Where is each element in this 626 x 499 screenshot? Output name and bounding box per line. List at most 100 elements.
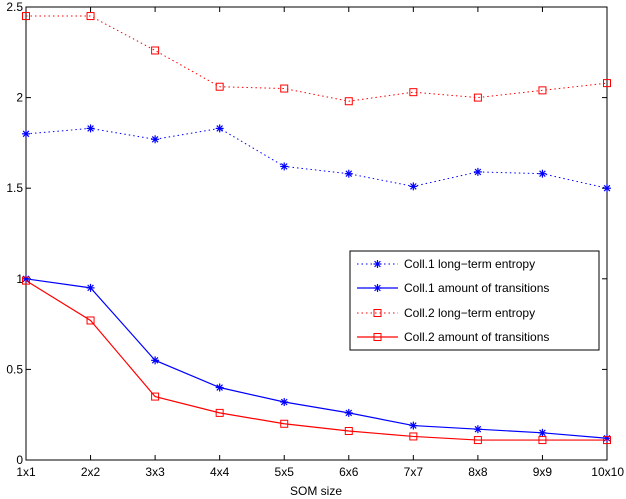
marker-stroke	[374, 284, 381, 292]
legend-label: Coll.2 long−term entropy	[404, 306, 535, 320]
series-line	[25, 127, 608, 189]
series-line	[25, 278, 608, 439]
legend-item: Coll.1 amount of transitions	[357, 281, 549, 295]
legend-marker	[373, 260, 382, 268]
series-2	[22, 274, 611, 443]
data-point	[280, 162, 289, 171]
x-tick-label: 4x4	[210, 465, 230, 479]
marker-stroke	[216, 125, 223, 132]
data-point	[280, 419, 289, 428]
marker-stroke	[603, 184, 611, 192]
marker-stroke	[374, 260, 381, 268]
series-1	[22, 124, 611, 193]
marker-stroke	[345, 170, 353, 178]
x-tick-label: 6x6	[339, 465, 359, 479]
data-point	[86, 316, 95, 325]
data-point	[409, 182, 418, 191]
x-tick-label: 3x3	[145, 465, 165, 479]
data-point	[409, 432, 418, 441]
data-point	[151, 46, 160, 55]
y-tick-label: 2	[16, 91, 23, 105]
data-point	[86, 283, 95, 292]
legend-items: Coll.1 long−term entropy Coll.1 amount of…	[357, 257, 549, 344]
data-point	[86, 12, 95, 21]
data-point	[603, 79, 611, 88]
legend-label: Coll.1 long−term entropy	[404, 257, 535, 271]
marker-stroke	[539, 429, 546, 437]
data-point	[538, 86, 547, 95]
data-point	[603, 436, 611, 445]
x-tick-label: 5x5	[275, 465, 295, 479]
marker-stroke	[87, 125, 94, 132]
data-point	[344, 427, 353, 436]
series-3	[22, 12, 611, 106]
data-point	[22, 276, 30, 285]
data-point	[151, 392, 160, 401]
data-point	[473, 167, 482, 176]
marker-stroke	[280, 398, 288, 406]
marker-stroke	[474, 425, 482, 433]
x-tick-label: 8x8	[468, 465, 488, 479]
y-tick-label: 0	[16, 453, 23, 467]
data-point	[215, 383, 224, 392]
data-point	[215, 408, 224, 417]
marker-stroke	[151, 357, 159, 364]
data-point	[603, 434, 611, 443]
data-point	[603, 184, 611, 193]
data-point	[215, 82, 224, 91]
y-tick-label: 1	[16, 272, 23, 286]
marker-stroke	[22, 130, 30, 138]
marker-stroke	[216, 384, 223, 391]
marker-stroke	[345, 409, 353, 417]
legend-item: Coll.1 long−term entropy	[357, 257, 535, 271]
marker-stroke	[410, 183, 417, 190]
x-tick-label: 9x9	[533, 465, 553, 479]
data-point	[22, 129, 30, 138]
series-line	[26, 15, 608, 102]
y-tick-label: 1.5	[6, 181, 23, 195]
marker-stroke	[87, 284, 94, 292]
data-point	[538, 169, 547, 178]
data-point	[344, 408, 353, 417]
legend-marker	[373, 333, 382, 341]
data-point	[151, 135, 160, 144]
data-point	[151, 356, 160, 365]
data-point	[22, 274, 30, 283]
x-tick-label: 2x2	[81, 465, 101, 479]
x-tick-label: 7x7	[404, 465, 424, 479]
data-point	[409, 421, 418, 430]
legend-label: Coll.2 amount of transitions	[404, 330, 549, 344]
x-axis-title: SOM size	[290, 484, 342, 498]
legend-item: Coll.2 amount of transitions	[357, 330, 549, 344]
x-axis: 1x1 2x2 3x3 4x4 5x5 6x6 7x7 8x8 9x9 10x10	[16, 7, 624, 479]
series-4	[22, 276, 611, 445]
y-tick-label: 2.5	[6, 0, 23, 14]
legend-label: Coll.1 amount of transitions	[404, 281, 549, 295]
data-point	[280, 398, 289, 407]
series-line	[25, 280, 607, 441]
legend-marker	[373, 284, 382, 292]
data-point	[473, 93, 482, 102]
data-point	[280, 84, 289, 93]
marker-stroke	[474, 168, 482, 176]
data-point	[409, 88, 418, 97]
y-axis: 0 0.5 1 1.5 2 2.5	[6, 0, 607, 467]
data-point	[215, 124, 224, 133]
data-point	[473, 436, 482, 445]
y-tick-label: 0.5	[6, 362, 23, 376]
legend-item: Coll.2 long−term entropy	[357, 306, 535, 320]
data-point	[22, 12, 30, 21]
data-point	[344, 97, 353, 106]
marker-stroke	[151, 135, 159, 143]
legend-box	[349, 250, 600, 351]
data-point	[538, 436, 547, 445]
data-point	[344, 169, 353, 178]
data-point	[473, 425, 482, 434]
x-tick-label: 1x1	[16, 465, 36, 479]
marker-stroke	[410, 422, 417, 429]
plot-area: 0 0.5 1 1.5 2 2.5 1x1 2x2 3x3 4x4 5x5 6x6 7x7 8x8 9x9…	[6, 0, 624, 479]
marker-stroke	[539, 170, 546, 178]
legend-marker	[373, 309, 382, 317]
x-tick-label: 10x10	[591, 465, 624, 479]
